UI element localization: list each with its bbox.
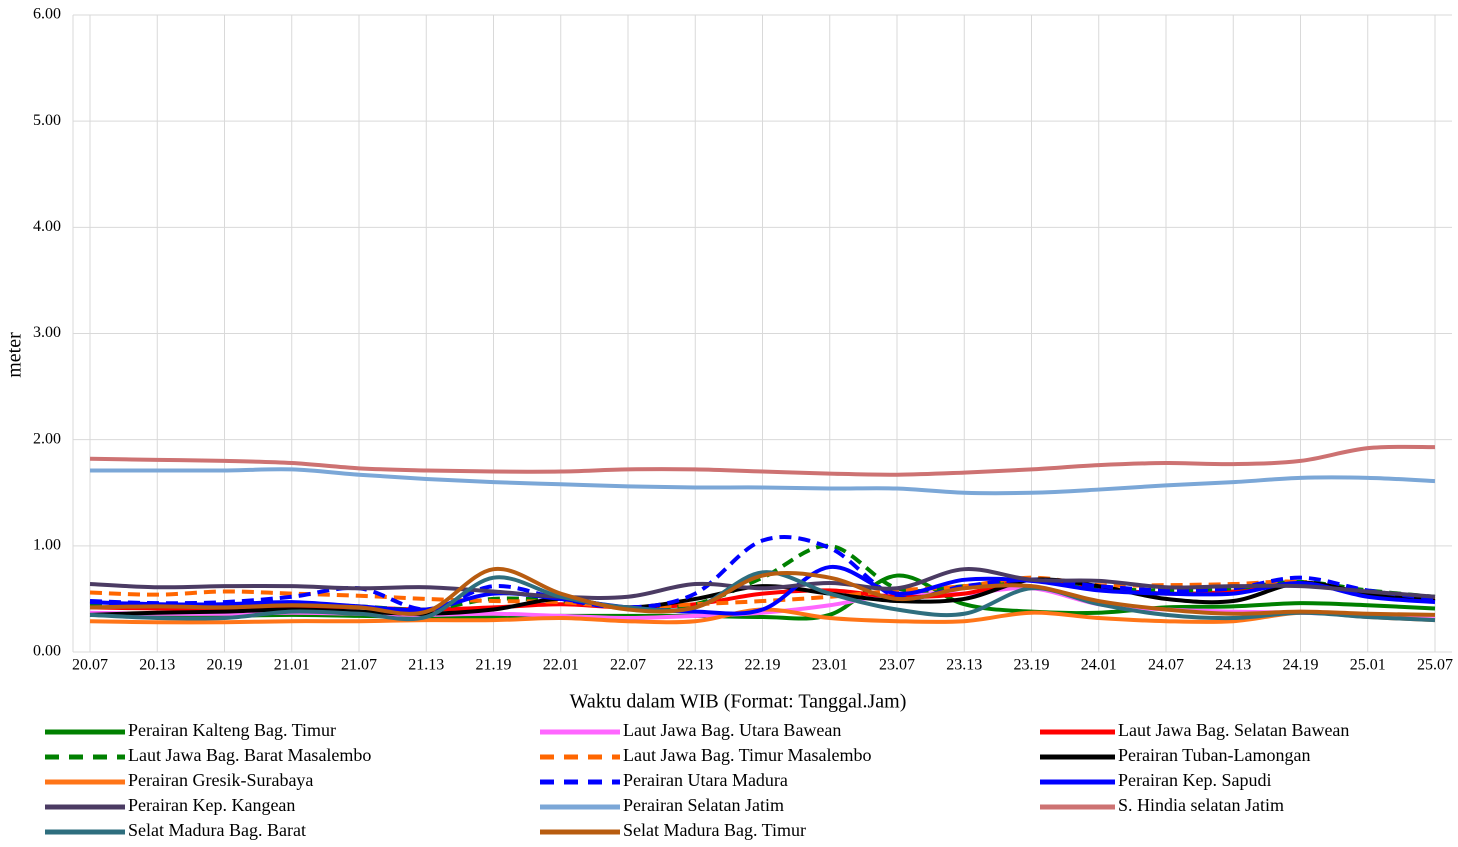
x-tick-label: 21.01 [274,657,310,674]
y-tick-label: 0.00 [33,643,61,660]
x-tick-label: 24.13 [1215,657,1251,674]
series-line [89,575,1436,610]
legend-label: Laut Jawa Bag. Barat Masalembo [128,745,371,765]
x-tick-label: 25.01 [1350,657,1386,674]
series-line [89,573,1436,621]
y-tick-label: 4.00 [33,218,61,235]
series-line [89,567,1436,600]
legend-label: Perairan Selatan Jatim [623,795,784,815]
legend-label: Laut Jawa Bag. Utara Bawean [623,720,841,740]
y-tick-label: 3.00 [33,324,61,341]
y-tick-label: 5.00 [33,112,61,129]
legend-label: Perairan Gresik-Surabaya [128,770,313,790]
x-tick-label: 22.01 [543,657,579,674]
x-tick-label: 20.19 [207,657,243,674]
legend-label: Laut Jawa Bag. Selatan Bawean [1118,720,1349,740]
x-tick-label: 25.07 [1417,657,1453,674]
x-tick-label: 22.13 [677,657,713,674]
series-line [89,565,1436,616]
x-tick-label: 22.19 [745,657,781,674]
x-tick-label: 21.13 [408,657,444,674]
legend-label: Perairan Kalteng Bag. Timur [128,720,336,740]
series-line [89,467,1436,496]
x-tick-label: 24.07 [1148,657,1184,674]
series-line [89,444,1436,477]
legend-label: Perairan Kep. Kangean [128,795,295,815]
x-tick-label: 20.13 [139,657,175,674]
legend-label: Selat Madura Bag. Timur [623,820,806,840]
x-tick-label: 23.19 [1014,657,1050,674]
legend-label: Selat Madura Bag. Barat [128,820,306,840]
x-tick-label: 24.19 [1283,657,1319,674]
x-tick-label: 23.07 [879,657,915,674]
x-tick-label: 20.07 [72,657,108,674]
x-tick-label: 21.07 [341,657,377,674]
y-tick-label: 2.00 [33,430,61,447]
x-tick-label: 22.07 [610,657,646,674]
x-tick-label: 24.01 [1081,657,1117,674]
legend-label: Laut Jawa Bag. Timur Masalembo [623,745,871,765]
series-line [89,543,1436,612]
series-line [89,534,1436,612]
x-axis-title: Waktu dalam WIB (Format: Tanggal.Jam) [570,691,907,713]
y-tick-label: 1.00 [33,537,61,554]
x-tick-label: 23.13 [946,657,982,674]
legend-label: S. Hindia selatan Jatim [1118,795,1284,815]
y-tick-label: 6.00 [33,6,61,23]
legend-label: Perairan Utara Madura [623,770,788,790]
legend-label: Perairan Kep. Sapudi [1118,770,1271,790]
x-tick-label: 23.01 [812,657,848,674]
y-axis-title: meter [4,332,26,378]
x-tick-label: 21.19 [476,657,512,674]
legend-label: Perairan Tuban-Lamongan [1118,745,1310,765]
series-line [89,567,1436,617]
series-line [89,570,1436,623]
